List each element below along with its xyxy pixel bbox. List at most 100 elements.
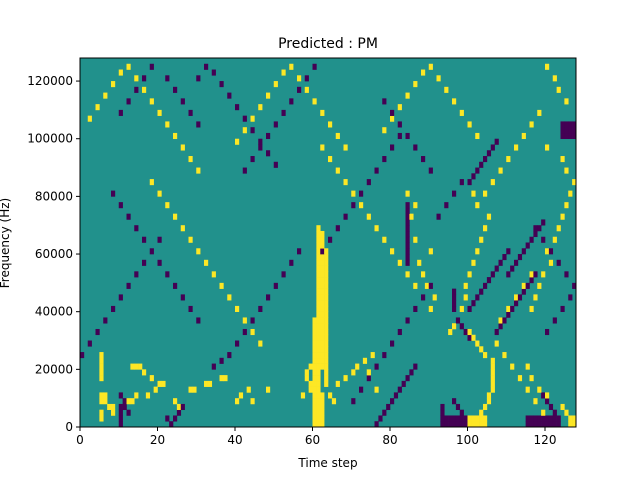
- heatmap-cell: [126, 409, 131, 416]
- heatmap-cell: [250, 127, 255, 134]
- heatmap-cell: [405, 248, 410, 255]
- heatmap-cell: [483, 156, 488, 163]
- heatmap-cell: [471, 259, 476, 266]
- heatmap-cell: [366, 179, 371, 186]
- heatmap-cell: [324, 305, 329, 312]
- heatmap-cell: [343, 179, 348, 186]
- heatmap-cell: [486, 392, 492, 399]
- heatmap-cell: [324, 300, 329, 307]
- heatmap-cell: [572, 127, 577, 134]
- heatmap-cell: [308, 386, 313, 393]
- heatmap-cell: [486, 213, 492, 220]
- heatmap-cell: [486, 398, 492, 405]
- heatmap-cell: [180, 225, 185, 232]
- heatmap-cell: [312, 98, 317, 105]
- heatmap-cell: [320, 109, 325, 116]
- heatmap-cell: [475, 202, 480, 209]
- heatmap-cell: [118, 392, 123, 399]
- heatmap-cell: [99, 415, 104, 422]
- heatmap-cell: [498, 317, 503, 324]
- heatmap-cell: [564, 127, 569, 134]
- heatmap-cell: [494, 328, 499, 336]
- heatmap-cell: [390, 398, 395, 405]
- heatmap-cell: [281, 271, 286, 278]
- heatmap-cell: [525, 386, 530, 393]
- heatmap-cell: [475, 248, 480, 255]
- heatmap-cell: [126, 63, 131, 70]
- heatmap-cell: [390, 115, 395, 122]
- heatmap-cell: [440, 403, 445, 411]
- heatmap-cell: [510, 363, 515, 370]
- heatmap-cell: [556, 415, 561, 422]
- heatmap-cell: [324, 254, 329, 261]
- heatmap-cell: [525, 421, 530, 428]
- heatmap-cell: [99, 369, 104, 376]
- heatmap-cell: [111, 409, 116, 416]
- heatmap-cell: [312, 323, 317, 330]
- heatmap-cell: [471, 415, 476, 422]
- heatmap-cell: [514, 294, 519, 301]
- heatmap-cell: [397, 121, 402, 128]
- heatmap-cell: [134, 225, 139, 232]
- heatmap-cell: [204, 380, 209, 387]
- heatmap-cell: [312, 386, 317, 393]
- heatmap-cell: [393, 392, 399, 399]
- y-tick-label: 100000: [27, 132, 73, 146]
- heatmap-cell: [118, 421, 123, 428]
- heatmap-cell: [405, 202, 410, 209]
- heatmap-cell: [452, 415, 457, 422]
- heatmap-cell: [537, 282, 542, 289]
- y-tick-label: 40000: [35, 305, 73, 319]
- heatmap-cell: [320, 398, 325, 405]
- heatmap-cell: [320, 323, 325, 330]
- heatmap-cell: [312, 352, 317, 359]
- heatmap-cell: [490, 144, 495, 151]
- heatmap-cell: [320, 415, 325, 422]
- heatmap-cell: [173, 282, 178, 289]
- heatmap-cell: [564, 167, 569, 174]
- heatmap-cell: [173, 213, 178, 220]
- heatmap-cell: [568, 121, 573, 128]
- heatmap-cell: [560, 127, 565, 134]
- heatmap-cell: [405, 271, 410, 278]
- heatmap-cell: [428, 167, 433, 174]
- heatmap-cell: [382, 127, 387, 134]
- heatmap-cell: [118, 415, 123, 422]
- heatmap-cell: [258, 305, 263, 312]
- heatmap-cell: [467, 334, 472, 341]
- heatmap-cell: [475, 421, 480, 428]
- heatmap-cell: [316, 242, 321, 249]
- heatmap-cell: [556, 86, 561, 93]
- heatmap-cell: [320, 334, 325, 341]
- heatmap-cell: [157, 236, 162, 243]
- heatmap-cell: [103, 392, 108, 399]
- y-axis-title: Frequency (Hz): [0, 198, 12, 289]
- heatmap-cell: [250, 115, 255, 122]
- heatmap-cell: [142, 236, 147, 243]
- heatmap-cell: [312, 63, 317, 70]
- heatmap-cell: [572, 132, 577, 140]
- heatmap-cell: [506, 248, 511, 255]
- heatmap-cell: [99, 392, 104, 399]
- heatmap-cell: [448, 421, 453, 428]
- heatmap-cell: [331, 398, 337, 405]
- heatmap-cell: [324, 352, 329, 359]
- heatmap-cell: [552, 409, 557, 416]
- x-tick-label: 40: [227, 433, 242, 447]
- heatmap-cell: [541, 421, 546, 428]
- y-axis: 0 20000 40000 60000 80000 100000 120000: [27, 74, 80, 434]
- heatmap-cell: [242, 127, 247, 134]
- plot-frame: [79, 57, 577, 428]
- heatmap-cell: [498, 259, 503, 266]
- heatmap-cell: [196, 317, 201, 324]
- heatmap-cell: [564, 409, 569, 416]
- heatmap-cell: [374, 167, 379, 174]
- heatmap-cell: [316, 305, 321, 312]
- heatmap-cell: [355, 363, 360, 370]
- heatmap-cell: [556, 259, 561, 266]
- heatmap-cell: [324, 311, 329, 318]
- heatmap-cell: [316, 248, 321, 255]
- heatmap-cell: [316, 380, 321, 387]
- y-tick-label: 0: [65, 420, 73, 434]
- heatmap-cell: [320, 248, 325, 255]
